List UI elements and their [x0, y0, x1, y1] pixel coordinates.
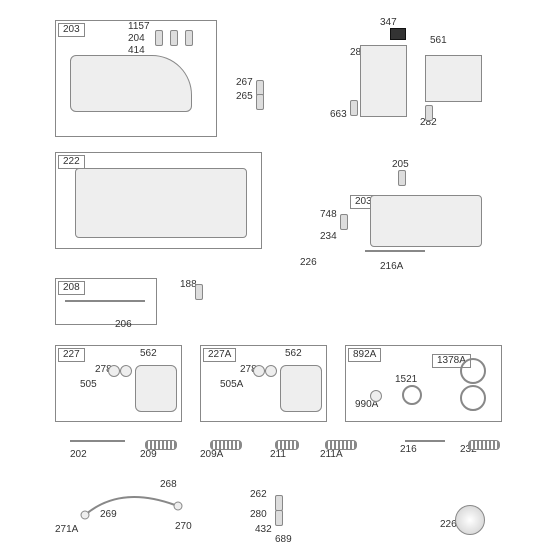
part-label: 211A — [320, 450, 343, 460]
screw-part — [398, 170, 406, 186]
screw-part — [425, 105, 433, 121]
part-label: 204 — [128, 34, 145, 44]
rod-part — [405, 440, 445, 442]
washer-part — [108, 365, 120, 377]
group-tag: 208 — [58, 281, 85, 295]
screw-part — [350, 100, 358, 116]
spring-part — [210, 440, 242, 450]
rod-part — [65, 300, 145, 302]
part-label: 562 — [285, 349, 302, 359]
spring-part — [325, 440, 357, 450]
bracket-part — [360, 45, 407, 117]
part-label: 202 — [70, 450, 87, 460]
part-label: 505 — [80, 380, 97, 390]
bracket-part — [135, 365, 177, 412]
screw-part — [256, 94, 264, 110]
part-label: 206 — [115, 320, 132, 330]
rod-part — [70, 440, 125, 442]
part-label: 562 — [140, 349, 157, 359]
screw-part — [170, 30, 178, 46]
part-label: 234 — [320, 232, 337, 242]
group-tag: 227 — [58, 348, 85, 362]
bracket-part — [70, 55, 192, 112]
part-label: 1521 — [395, 375, 417, 385]
cable-part — [80, 490, 190, 530]
screw-part — [155, 30, 163, 46]
part-label: 432 — [255, 525, 272, 535]
part-label: 262 — [250, 490, 267, 500]
part-label: 561 — [430, 36, 447, 46]
washer-part — [253, 365, 265, 377]
part-label: 505A — [220, 380, 243, 390]
block-part — [390, 28, 406, 40]
part-label: 268 — [160, 480, 177, 490]
washer-part — [265, 365, 277, 377]
ring-part — [460, 358, 486, 384]
bracket-part — [370, 195, 482, 247]
part-label: 216A — [380, 262, 403, 272]
bracket-part — [425, 55, 482, 102]
part-label: 689 — [275, 535, 292, 545]
screw-part — [340, 214, 348, 230]
group-tag: 227A — [203, 348, 236, 362]
part-label: 216 — [400, 445, 417, 455]
spring-part — [468, 440, 500, 450]
part-label: 271A — [55, 525, 78, 535]
part-label: 226 — [300, 258, 317, 268]
part-label: 267 — [236, 78, 253, 88]
part-label: 209A — [200, 450, 223, 460]
part-label: 209 — [140, 450, 157, 460]
ring-part — [402, 385, 422, 405]
knob-part — [455, 505, 485, 535]
screw-part — [275, 510, 283, 526]
part-label: 663 — [330, 110, 347, 120]
part-label: 265 — [236, 92, 253, 102]
part-label: 748 — [320, 210, 337, 220]
spring-part — [275, 440, 299, 450]
part-label: 211 — [270, 450, 286, 460]
washer-part — [120, 365, 132, 377]
part-label: 280 — [250, 510, 267, 520]
ring-part — [460, 385, 486, 411]
group-tag: 222 — [58, 155, 85, 169]
washer-part — [370, 390, 382, 402]
screw-part — [275, 495, 283, 511]
part-label: 347 — [380, 18, 397, 28]
spring-part — [145, 440, 177, 450]
rod-part — [365, 250, 425, 252]
group-tag: 892A — [348, 348, 381, 362]
group-tag: 203 — [58, 23, 85, 37]
screw-part — [185, 30, 193, 46]
diagram-stage: 203 222 208 227 227A 892A 203A 1378A 115… — [0, 0, 560, 560]
bracket-part — [280, 365, 322, 412]
bracket-part — [75, 168, 247, 238]
part-label: 1157 — [128, 22, 150, 32]
part-label: 205 — [392, 160, 409, 170]
screw-part — [195, 284, 203, 300]
